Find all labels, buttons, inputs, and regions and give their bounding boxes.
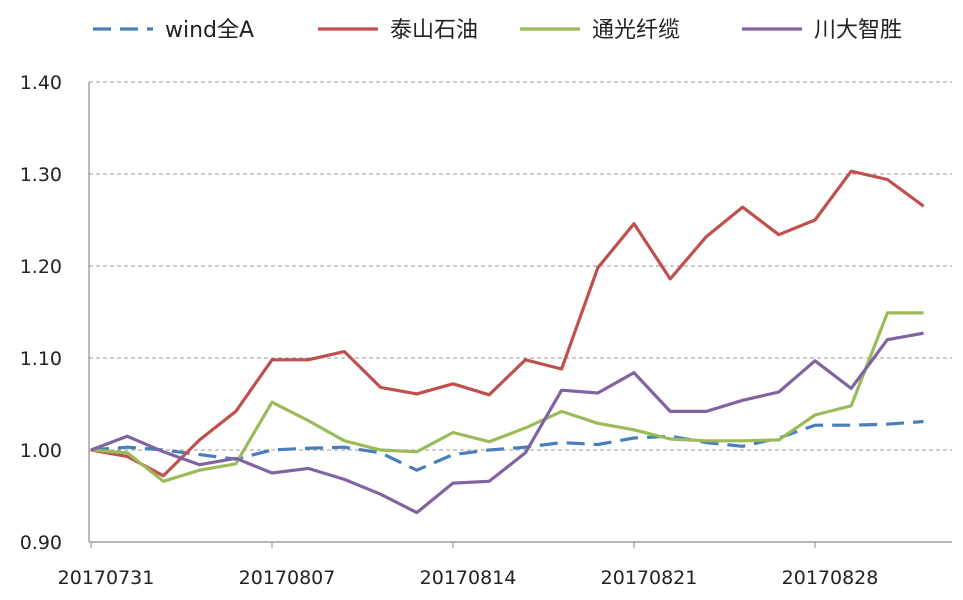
- y-tick-label: 1.30: [20, 164, 62, 186]
- grid-lines: [89, 81, 952, 451]
- x-tick-label: 20170821: [601, 567, 698, 589]
- series-lines: [90, 169, 925, 515]
- y-tick-labels: 0.90 1.00 1.10 1.20 1.30 1.40: [20, 72, 62, 554]
- y-tick-label: 0.90: [20, 532, 62, 554]
- x-tick-labels: 20170731 20170807 20170814 20170821 20170828: [58, 542, 879, 589]
- series-line: [90, 169, 925, 478]
- y-tick-label: 1.40: [20, 72, 62, 94]
- y-tick-label: 1.10: [20, 348, 62, 370]
- axes: [88, 82, 952, 543]
- legend-label: 通光纤缆: [592, 18, 680, 43]
- legend-label: wind全A: [165, 18, 254, 43]
- y-tick-label: 1.00: [20, 440, 62, 462]
- y-tick-label: 1.20: [20, 256, 62, 278]
- legend-label: 川大智胜: [814, 18, 902, 43]
- legend: wind全A 泰山石油 通光纤缆 川大智胜: [93, 18, 902, 43]
- x-tick-label: 20170731: [58, 567, 155, 589]
- series-line: [90, 311, 924, 483]
- x-tick-label: 20170807: [239, 567, 336, 589]
- x-tick-label: 20170814: [420, 567, 517, 589]
- legend-label: 泰山石油: [390, 18, 478, 43]
- x-tick-label: 20170828: [782, 567, 879, 589]
- series-line: [90, 331, 924, 515]
